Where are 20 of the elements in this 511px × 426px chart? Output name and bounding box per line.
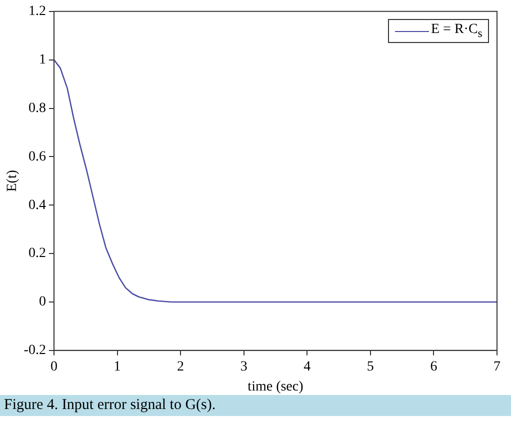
- x-tick-label: 2: [177, 359, 184, 374]
- x-tick-label: 1: [114, 359, 121, 374]
- x-tick-label: 7: [494, 359, 500, 374]
- x-axis-title: time (sec): [248, 379, 304, 394]
- y-tick-label: 1: [38, 52, 46, 68]
- x-tick-label: 5: [366, 359, 374, 374]
- caption: Figure 4. Input error signal to G(s).: [0, 395, 511, 416]
- x-tick-label: 4: [304, 359, 311, 374]
- x-tick-label: 0: [50, 359, 58, 374]
- y-tick-label: 0.4: [28, 198, 46, 213]
- y-tick-label: 0: [38, 294, 46, 310]
- y-tick-label: 0.6: [28, 149, 46, 164]
- y-axis-title: E(t): [5, 170, 20, 192]
- y-tick-label: -0.2: [24, 343, 46, 358]
- legend-label: E = R·C$_{s}$: [431, 22, 482, 40]
- x-tick-label: 6: [430, 359, 438, 374]
- x-tick-label: 3: [240, 359, 248, 374]
- y-tick-label: 1.2: [28, 4, 46, 20]
- y-tick-label: 0.2: [28, 246, 46, 262]
- y-tick-label: 0.8: [28, 100, 46, 116]
